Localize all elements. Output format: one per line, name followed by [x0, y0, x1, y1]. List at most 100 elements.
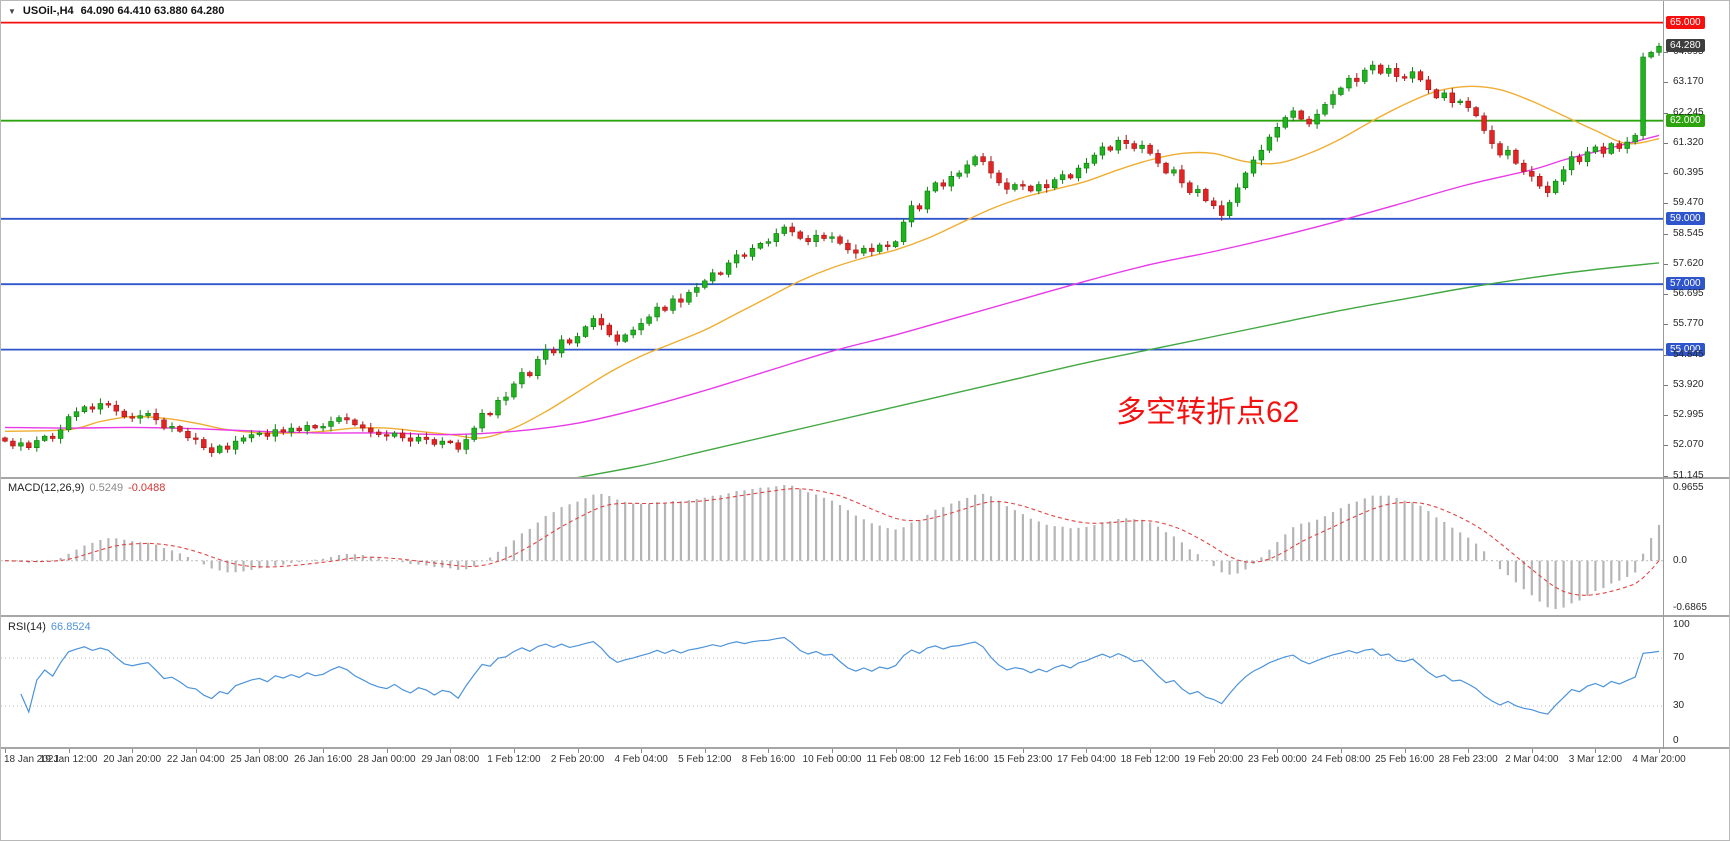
candle-body	[360, 424, 366, 429]
time-label: 1 Feb 12:00	[487, 754, 541, 765]
candle-body	[948, 176, 955, 187]
time-label: 28 Jan 00:00	[357, 754, 416, 765]
candle-body	[1139, 144, 1145, 149]
candle-body	[1211, 200, 1217, 207]
candle-body	[1155, 153, 1161, 164]
time-axis-tick	[1022, 749, 1024, 753]
axis-separator	[1663, 1, 1664, 749]
candle-body	[153, 412, 159, 421]
time-axis-tick	[1086, 749, 1088, 753]
time-label: 29 Jan 08:00	[421, 754, 480, 765]
price-line-tag: 59.000	[1666, 211, 1705, 225]
macd-chart-canvas[interactable]	[1, 479, 1663, 615]
time-label: 5 Feb 12:00	[678, 754, 732, 765]
time-label: 17 Feb 04:00	[1057, 754, 1116, 765]
candle-body	[757, 243, 764, 249]
price-line-tag: 55.000	[1666, 342, 1705, 356]
candle-body	[550, 349, 557, 354]
candle-body	[1560, 169, 1567, 182]
time-axis-tick	[1659, 749, 1661, 753]
candle-body	[1123, 140, 1129, 144]
candle-body	[725, 262, 732, 275]
candle-body	[1226, 202, 1233, 216]
time-label: 10 Feb 00:00	[802, 754, 862, 765]
time-axis[interactable]: 18 Jan 2021 19 Jan 12:00 20 Jan 20:00 22 Ja…	[1, 749, 1729, 771]
time-label: 23 Feb 00:00	[1247, 754, 1307, 765]
price-tick-label: 54.845	[1673, 348, 1704, 360]
candle-body	[781, 226, 788, 234]
symbol-dropdown-icon[interactable]: ▼	[8, 6, 16, 16]
candle-body	[598, 318, 605, 326]
candle-body	[1409, 71, 1416, 79]
price-chart-canvas[interactable]	[1, 1, 1663, 477]
candle-body	[34, 440, 40, 448]
time-axis-tick	[132, 749, 134, 753]
candle-body	[407, 437, 414, 442]
ma-fast-orange	[4, 85, 1660, 439]
price-line-tag: 57.000	[1666, 277, 1705, 291]
candle-body	[296, 427, 302, 432]
candle-body	[1648, 52, 1654, 58]
candle-body	[1187, 182, 1193, 193]
candle-body	[1004, 182, 1010, 190]
candle-body	[1417, 71, 1424, 81]
candle-body	[431, 439, 438, 445]
pane-separator[interactable]	[1, 747, 1729, 749]
candle-body	[1600, 146, 1607, 154]
candle-body	[312, 425, 318, 429]
time-label: 15 Feb 23:00	[993, 754, 1053, 765]
candle-body	[161, 419, 167, 429]
candle-body	[558, 339, 565, 354]
candle-body	[1107, 146, 1114, 151]
time-axis-tick	[704, 749, 706, 753]
price-axis[interactable]: 65.00062.00059.00057.00055.00064.09563.1…	[1664, 1, 1729, 749]
candle-body	[455, 442, 461, 450]
candle-body	[1513, 149, 1519, 164]
candle-body	[892, 241, 899, 247]
macd-axis-max: 0.9655	[1673, 482, 1704, 493]
candle-body	[678, 298, 684, 303]
candle-body	[1425, 79, 1432, 91]
pane-separator[interactable]	[1, 477, 1729, 479]
candle-body	[1242, 172, 1249, 188]
time-axis-tick	[641, 749, 643, 753]
price-axis-tick	[1664, 294, 1668, 296]
time-label: 4 Mar 20:00	[1632, 754, 1686, 765]
candle-body	[1449, 92, 1456, 104]
time-label: 19 Feb 20:00	[1184, 754, 1244, 765]
candle-body	[765, 241, 772, 244]
candle-body	[57, 429, 64, 439]
candle-body	[1020, 184, 1026, 187]
candle-body	[495, 399, 501, 416]
candle-body	[201, 439, 207, 448]
candle-body	[1521, 162, 1527, 172]
time-label: 2 Mar 04:00	[1505, 754, 1559, 765]
price-tick-label: 53.920	[1673, 378, 1704, 390]
candle-body	[288, 427, 294, 433]
candle-body	[1441, 92, 1448, 99]
price-axis-tick	[1664, 354, 1668, 356]
time-label: 12 Feb 16:00	[929, 754, 989, 765]
ohlc-values: 64.090 64.410 63.880 64.280	[80, 5, 225, 17]
candle-body	[1322, 104, 1328, 115]
candle-body	[320, 426, 326, 429]
candle-body	[439, 440, 445, 445]
candle-body	[996, 172, 1002, 184]
time-axis-tick	[1213, 749, 1215, 753]
time-axis-tick	[895, 749, 897, 753]
price-tick-label: 52.995	[1673, 409, 1704, 421]
pane-separator[interactable]	[1, 615, 1729, 617]
price-tick-label: 61.320	[1673, 136, 1704, 148]
price-tick-label: 55.770	[1673, 318, 1704, 330]
candle-body	[1179, 169, 1185, 184]
rsi-chart-canvas[interactable]	[1, 617, 1663, 747]
candle-body	[1115, 140, 1122, 151]
candle-body	[1195, 189, 1201, 193]
time-label: 18 Jan 2021	[4, 754, 60, 765]
candle-body	[2, 437, 8, 442]
rsi-axis-30: 30	[1673, 700, 1685, 711]
candle-body	[113, 404, 120, 412]
time-axis-tick	[1468, 749, 1470, 753]
candle-body	[264, 432, 271, 437]
candle-body	[1465, 100, 1471, 108]
